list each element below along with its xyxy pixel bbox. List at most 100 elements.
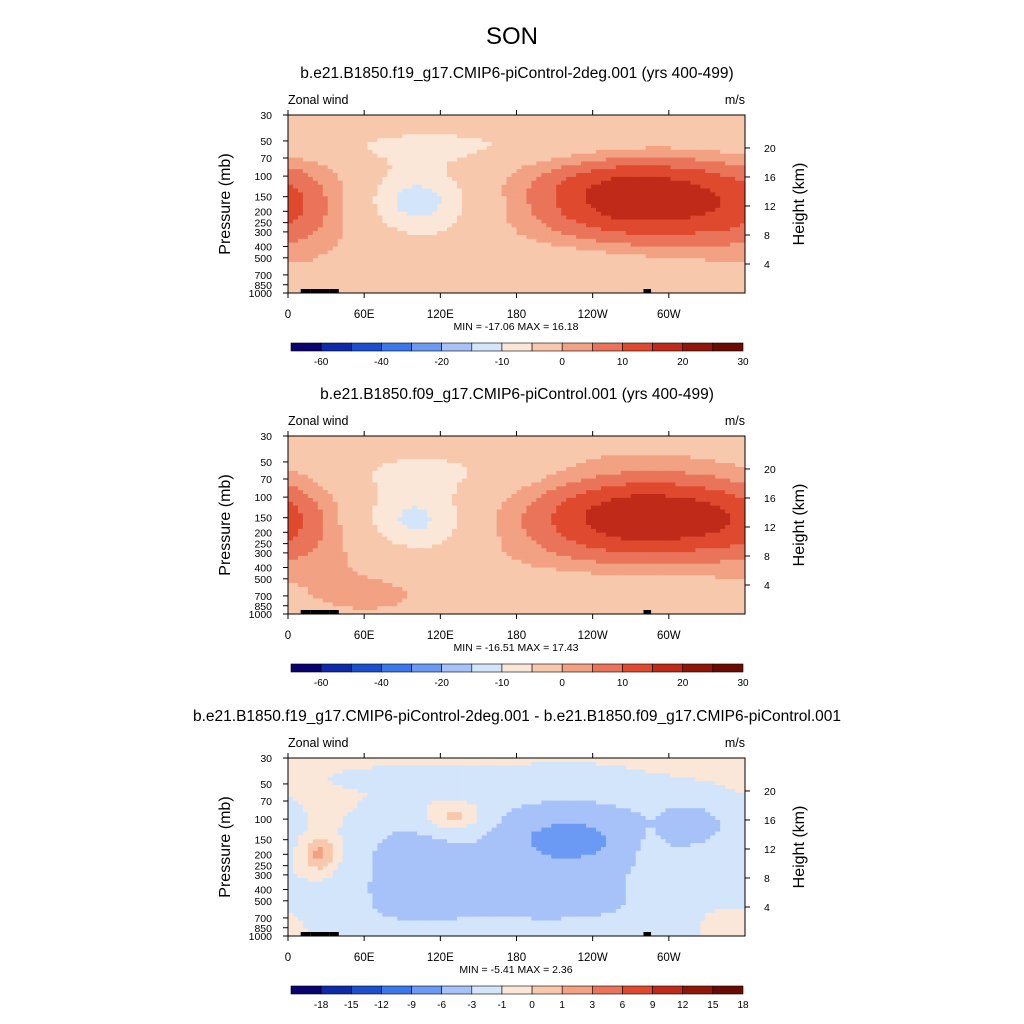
y-tick-label: 300 <box>254 227 272 239</box>
field-cell <box>456 115 463 120</box>
field-cell <box>417 238 423 244</box>
field-cell <box>451 184 458 190</box>
field-cell <box>610 277 617 282</box>
field-cell <box>586 269 592 275</box>
field-cell <box>506 447 513 453</box>
field-cell <box>511 443 518 449</box>
field-cell <box>362 265 369 271</box>
field-cell <box>362 439 369 445</box>
field-cell <box>735 258 741 263</box>
field-cell <box>690 130 696 135</box>
field-cell <box>665 223 672 228</box>
field-cell <box>561 173 567 178</box>
field-cell <box>581 207 587 213</box>
field-cell <box>650 188 657 193</box>
field-cell <box>377 289 383 293</box>
field-cell <box>312 439 319 445</box>
field-cell <box>357 145 364 151</box>
field-cell <box>675 176 682 182</box>
field-cell <box>536 118 542 124</box>
field-cell <box>501 231 508 236</box>
field-cell <box>700 273 706 279</box>
field-cell <box>367 134 374 139</box>
field-cell <box>561 180 567 186</box>
field-cell <box>362 122 369 128</box>
field-cell <box>288 463 294 468</box>
field-cell <box>595 145 602 151</box>
field-cell <box>630 223 637 228</box>
field-cell <box>720 200 726 205</box>
field-cell <box>720 118 726 124</box>
field-cell <box>595 204 602 209</box>
field-cell <box>461 165 468 170</box>
field-cell <box>412 157 418 163</box>
field-cell <box>357 176 364 182</box>
field-cell <box>332 277 339 282</box>
field-cell <box>322 207 329 213</box>
field-cell <box>456 250 463 255</box>
field-cell <box>432 242 438 248</box>
field-cell <box>566 211 572 217</box>
field-cell <box>526 153 532 159</box>
field-cell <box>730 204 736 209</box>
field-cell <box>392 211 398 217</box>
field-cell <box>437 231 443 236</box>
field-cell <box>551 173 557 178</box>
field-cell <box>456 145 463 151</box>
field-cell <box>288 115 294 120</box>
field-cell <box>581 157 587 163</box>
field-cell <box>551 242 557 248</box>
field-cell <box>461 153 468 159</box>
field-cell <box>650 269 657 275</box>
field-cell <box>337 157 344 163</box>
field-cell <box>471 238 478 244</box>
field-cell <box>417 138 423 143</box>
field-cell <box>665 265 672 271</box>
field-cell <box>551 157 557 163</box>
field-cell <box>655 134 662 139</box>
field-cell <box>740 455 745 460</box>
field-cell <box>461 161 468 166</box>
field-cell <box>690 281 696 286</box>
field-cell <box>556 242 562 248</box>
field-cell <box>640 451 647 456</box>
field-cell <box>720 269 726 275</box>
field-cell <box>730 142 736 147</box>
field-cell <box>705 215 711 221</box>
field-cell <box>342 169 349 174</box>
field-cell <box>461 149 468 155</box>
field-cell <box>526 138 532 143</box>
field-cell <box>665 115 672 120</box>
field-cell <box>476 180 483 186</box>
field-cell <box>322 223 329 228</box>
field-cell <box>610 176 617 182</box>
field-cell <box>481 161 488 166</box>
field-cell <box>307 215 314 221</box>
field-cell <box>402 122 408 128</box>
field-cell <box>476 153 483 159</box>
field-cell <box>625 130 632 135</box>
field-cell <box>600 118 607 124</box>
field-cell <box>735 459 741 464</box>
field-cell <box>635 447 642 453</box>
field-cell <box>650 176 657 182</box>
field-cell <box>491 134 498 139</box>
field-cell <box>332 215 339 221</box>
field-cell <box>307 130 314 135</box>
field-cell <box>615 250 622 255</box>
field-cell <box>412 215 418 221</box>
field-cell <box>576 180 582 186</box>
field-cell <box>446 250 453 255</box>
field-cell <box>397 242 403 248</box>
field-cell <box>650 165 657 170</box>
field-cell <box>660 227 667 232</box>
field-cell <box>630 169 637 174</box>
field-cell <box>491 165 498 170</box>
field-cell <box>367 246 374 252</box>
field-cell <box>466 459 473 464</box>
field-cell <box>337 126 344 132</box>
field-cell <box>322 204 329 209</box>
field-cell <box>342 157 349 163</box>
field-cell <box>412 227 418 232</box>
field-cell <box>605 250 612 255</box>
